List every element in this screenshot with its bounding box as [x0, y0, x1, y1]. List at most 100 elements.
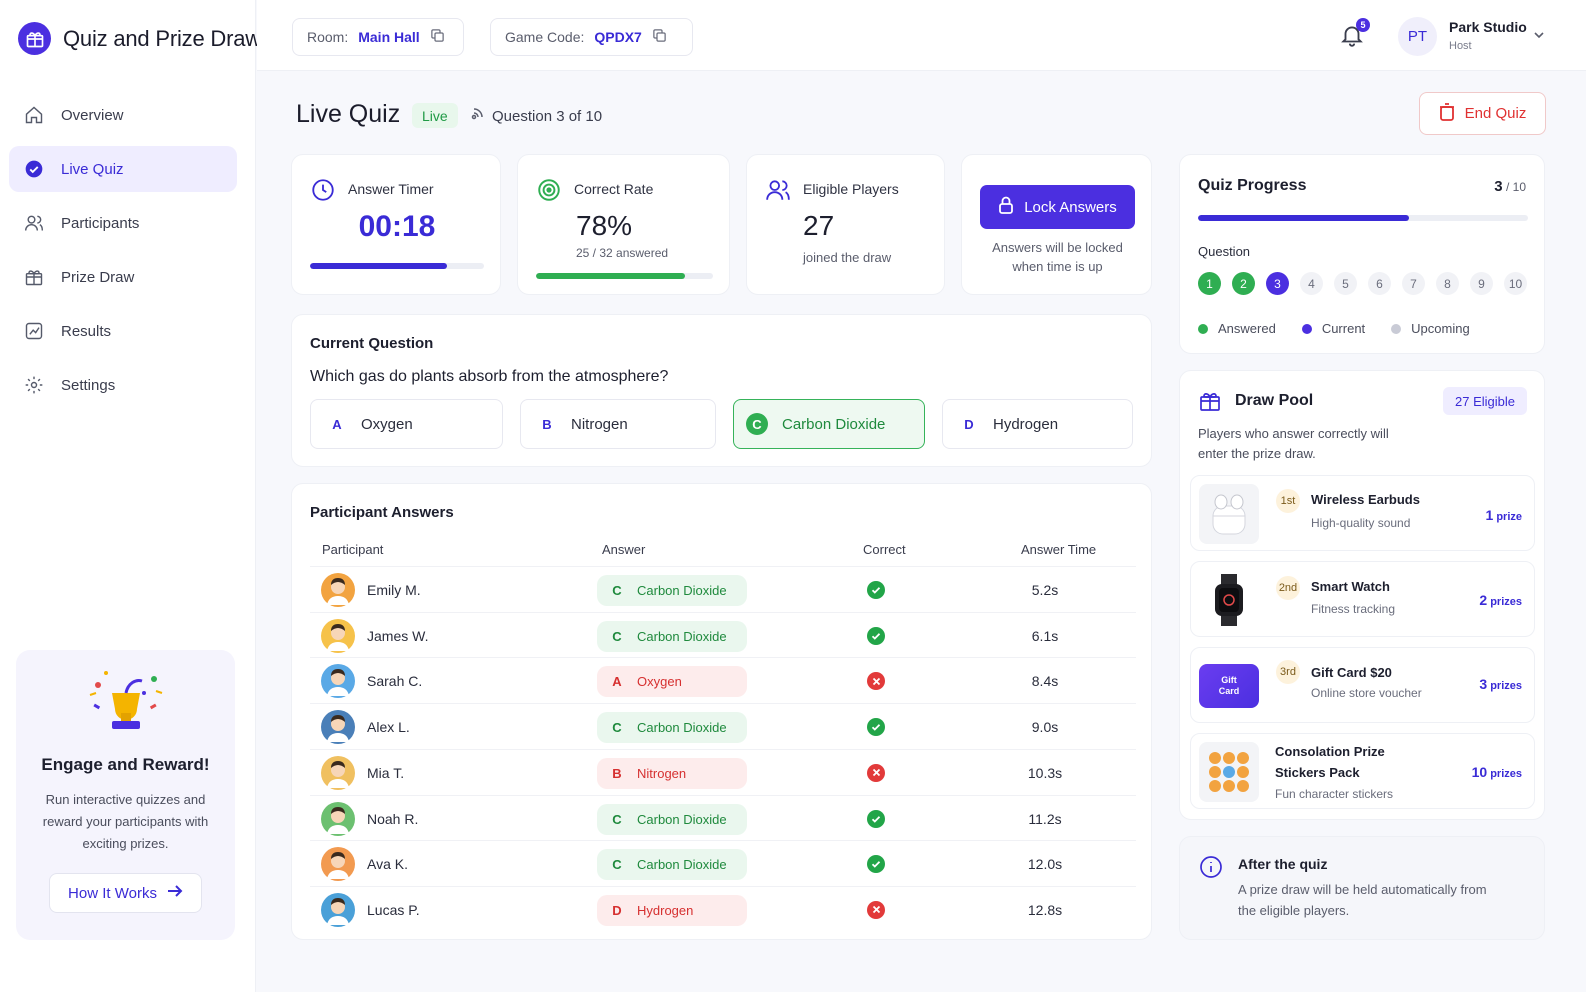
option-text: Oxygen: [361, 415, 413, 433]
table-row[interactable]: Emily M. C Carbon Dioxide 5.2s: [310, 566, 1136, 612]
table-row[interactable]: Alex L. C Carbon Dioxide 9.0s: [310, 703, 1136, 749]
prize-item[interactable]: Gift Card 3rd Gift Card $20 Online store…: [1190, 647, 1535, 723]
question-dot[interactable]: 7: [1402, 272, 1425, 295]
question-counter: Question 3 of 10: [470, 107, 602, 125]
how-it-works-button[interactable]: How It Works: [49, 873, 202, 913]
sidebar: Quiz and Prize Draw Overview Live Quiz P…: [0, 0, 261, 992]
answer-time: 11.2s: [1028, 810, 1062, 827]
x-icon: [867, 900, 885, 919]
legend-upcoming: Upcoming: [1391, 321, 1470, 336]
eligible-label: Eligible Players: [803, 181, 899, 197]
option-a[interactable]: A Oxygen: [310, 399, 503, 449]
participant-name: Emily M.: [367, 582, 421, 598]
copy-icon[interactable]: [652, 28, 667, 46]
participant-name: Mia T.: [367, 764, 405, 781]
eligible-value: 27: [803, 210, 835, 241]
nav-item-live-quiz[interactable]: Live Quiz: [9, 146, 237, 192]
bell-icon: [1339, 26, 1365, 52]
rate-label: Correct Rate: [574, 181, 654, 197]
promo-card: Engage and Reward! Run interactive quizz…: [16, 650, 235, 940]
table-row[interactable]: James W. C Carbon Dioxide 6.1s: [310, 611, 1136, 658]
answer-letter: B: [612, 765, 622, 781]
col-correct: Correct: [863, 542, 906, 557]
nav-item-overview[interactable]: Overview: [9, 92, 237, 138]
question-dot[interactable]: 8: [1436, 272, 1459, 295]
prize-item[interactable]: Consolation Prize Stickers Pack Fun char…: [1190, 733, 1535, 809]
draw-pool-description: Players who answer correctly will enter …: [1198, 426, 1389, 461]
target-icon: [536, 177, 562, 203]
nav-item-prize-draw[interactable]: Prize Draw: [9, 254, 237, 300]
prize-name: Gift Card $20: [1311, 665, 1392, 680]
gift-icon: [1198, 389, 1222, 418]
prize-count: 1 prize: [1485, 507, 1522, 523]
question-dot[interactable]: 9: [1470, 272, 1493, 295]
gift-icon: [24, 267, 44, 287]
copy-icon[interactable]: [430, 28, 445, 46]
table-row[interactable]: Ava K. C Carbon Dioxide 12.0s: [310, 840, 1136, 886]
after-quiz-title: After the quiz: [1238, 856, 1328, 872]
notification-count: 5: [1356, 18, 1370, 32]
nav-label: Live Quiz: [61, 160, 124, 178]
answer-chip: A Oxygen: [597, 666, 747, 698]
room-pill: Room: Main Hall: [292, 18, 464, 56]
prize-rank: 3rd: [1276, 660, 1300, 684]
nav-item-settings[interactable]: Settings: [9, 362, 237, 408]
question-dot[interactable]: 1: [1198, 272, 1221, 295]
option-c-correct[interactable]: C Carbon Dioxide: [733, 399, 925, 449]
table-row[interactable]: Sarah C. A Oxygen 8.4s: [310, 657, 1136, 703]
option-letter: B: [542, 416, 552, 432]
clock-icon: [310, 177, 336, 203]
question-dot[interactable]: 10: [1504, 272, 1527, 295]
answer-letter: C: [612, 583, 622, 598]
notifications-button[interactable]: 5: [1339, 18, 1370, 52]
lock-answers-button[interactable]: Lock Answers: [980, 185, 1135, 229]
question-dot[interactable]: 3: [1266, 272, 1289, 295]
nav-label: Results: [61, 322, 112, 340]
lock-answers-label: Lock Answers: [1024, 198, 1117, 216]
lock-note: Answers will be locked when time is up: [992, 240, 1123, 274]
quiz-progress-fill: [1198, 215, 1410, 221]
brand[interactable]: Quiz and Prize Draw: [18, 22, 261, 55]
option-letter: D: [964, 416, 974, 432]
answer-time: 12.8s: [1027, 901, 1063, 918]
table-row[interactable]: Noah R. C Carbon Dioxide 11.2s: [310, 794, 1136, 841]
question-dot[interactable]: 6: [1368, 272, 1391, 295]
col-answer: Answer: [602, 542, 646, 557]
answer-timer-card: Answer Timer 00:18: [291, 154, 501, 295]
prize-rank: 2nd: [1276, 576, 1300, 600]
prize-item[interactable]: 1st Wireless Earbuds High-quality sound …: [1190, 475, 1535, 551]
nav-item-participants[interactable]: Participants: [9, 200, 237, 246]
user-name[interactable]: Park Studio: [1449, 19, 1527, 35]
chevron-down-icon[interactable]: [1532, 28, 1546, 47]
prize-desc: Fun character stickers: [1275, 787, 1394, 801]
progress-total: / 10: [1505, 180, 1526, 194]
answer-text: Carbon Dioxide: [637, 720, 727, 736]
answer-letter: C: [612, 628, 622, 644]
question-dot[interactable]: 4: [1300, 272, 1323, 295]
nav-item-results[interactable]: Results: [9, 308, 237, 354]
trophy-confetti-icon: [86, 665, 166, 737]
end-quiz-button[interactable]: End Quiz: [1419, 92, 1546, 135]
answer-text: Carbon Dioxide: [637, 811, 727, 827]
check-icon: [867, 626, 885, 645]
user-avatar[interactable]: PT: [1398, 17, 1437, 56]
table-row[interactable]: Lucas P. D Hydrogen 12.8s: [310, 885, 1136, 932]
nav-label: Participants: [61, 214, 140, 232]
question-dot[interactable]: 5: [1334, 272, 1357, 295]
legend-answered: Answered: [1198, 321, 1276, 336]
prize-count: 3 prizes: [1479, 676, 1522, 692]
question-dot[interactable]: 2: [1232, 272, 1255, 295]
current-question-card: Current Question Which gas do plants abs…: [291, 314, 1152, 467]
answer-chip: D Hydrogen: [597, 894, 747, 926]
nav-label: Overview: [61, 106, 124, 124]
rate-sub: 25 / 32 answered: [576, 246, 669, 260]
answer-time: 10.3s: [1027, 764, 1063, 781]
game-code-pill: Game Code: QPDX7: [490, 18, 693, 56]
smartwatch-image: [1199, 570, 1259, 630]
answer-text: Carbon Dioxide: [637, 857, 727, 873]
option-d[interactable]: D Hydrogen: [942, 399, 1133, 449]
table-row[interactable]: Mia T. B Nitrogen 10.3s: [310, 748, 1136, 795]
option-b[interactable]: B Nitrogen: [520, 399, 716, 449]
prize-item[interactable]: 2nd Smart Watch Fitness tracking 2 prize…: [1190, 561, 1535, 637]
